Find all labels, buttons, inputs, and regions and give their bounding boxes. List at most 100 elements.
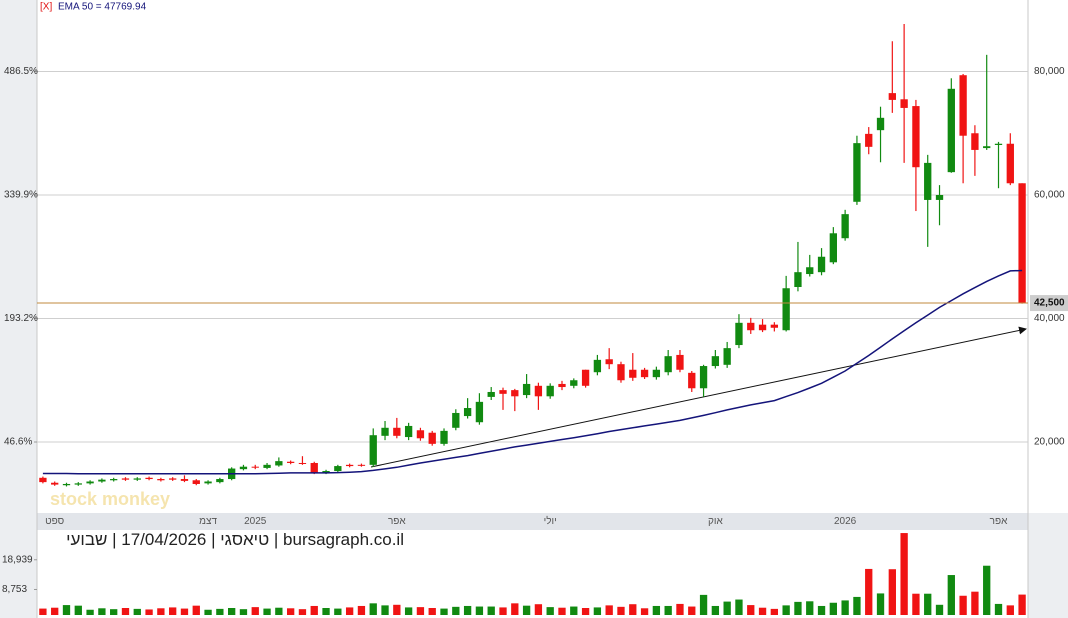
volume-bar (1018, 594, 1026, 615)
candle-body (180, 479, 189, 481)
volume-bar (121, 608, 130, 615)
candle-body (747, 322, 755, 331)
candle-body (817, 256, 826, 273)
volume-bar (876, 593, 885, 615)
candle-body (74, 483, 82, 485)
volume-bar (570, 606, 578, 615)
volume-bar (629, 604, 637, 615)
volume-bar (62, 605, 71, 615)
volume-bar (735, 599, 743, 615)
volume-bar (428, 608, 436, 615)
volume-bar (369, 603, 377, 615)
volume-bar (487, 606, 495, 615)
y-tick-label: 80,000 (1034, 66, 1065, 77)
candle-body (570, 380, 578, 386)
volume-bar (546, 607, 554, 615)
x-tick-label: דצמ (199, 516, 217, 527)
volume-tick-label: 8,753 (2, 584, 27, 595)
volume-bar (157, 608, 165, 615)
volume-bar (947, 575, 955, 615)
volume-bar (74, 605, 82, 615)
volume-bar (664, 605, 672, 615)
candle-body (499, 390, 507, 394)
price-line-label: 42,500 (1034, 298, 1065, 309)
candle-body (794, 272, 802, 288)
candle-body (983, 146, 991, 149)
candle-body (310, 462, 318, 473)
x-tick-label: יולי (544, 515, 557, 527)
volume-bar (393, 604, 401, 615)
candle-body (534, 385, 543, 397)
volume-bar (216, 608, 224, 615)
volume-bar (133, 608, 141, 615)
candle-body (546, 385, 554, 397)
volume-bar (888, 569, 896, 615)
candle-body (357, 464, 366, 466)
volume-bar (345, 607, 354, 615)
x-tick-label: אפר (990, 516, 1008, 527)
volume-bar (51, 607, 59, 615)
candle-body (511, 390, 519, 397)
volume-bar (782, 605, 790, 615)
volume-bar (452, 606, 460, 615)
y2-tick-label: 486.5% (4, 66, 38, 77)
candle-body (758, 324, 767, 331)
volume-bar (334, 608, 342, 615)
candle-body (381, 427, 389, 436)
candle-body (286, 461, 295, 463)
candle-body (699, 366, 708, 389)
date-strip (37, 513, 1028, 530)
volume-bar (416, 607, 425, 615)
candle-body (770, 324, 779, 328)
watermark: stock monkey (50, 489, 170, 509)
candle-body (322, 471, 330, 473)
volume-bar (204, 609, 212, 615)
candle-body (86, 481, 94, 484)
volume-bar (699, 594, 708, 615)
candle-body (263, 464, 271, 468)
trend-line (370, 326, 1027, 468)
candle-body (62, 483, 71, 486)
x-tick-label: 2025 (244, 516, 267, 527)
volume-bar (381, 605, 389, 615)
volume-bar (758, 607, 767, 615)
volume-bar (534, 604, 543, 615)
volume-bar (994, 603, 1003, 615)
volume-panel (37, 530, 1028, 618)
candle-body (640, 369, 649, 378)
volume-bar (110, 609, 118, 615)
candle-body (475, 401, 484, 423)
volume-bar (145, 609, 153, 615)
candle-body (298, 462, 307, 464)
volume-bar (404, 607, 413, 615)
candle-body (959, 75, 967, 136)
volume-bar (558, 607, 566, 615)
chart-header: bursagraph.co.il | טיאסגי | 17/04/2026 |… (66, 530, 404, 549)
candle-body (664, 356, 672, 373)
candle-body (393, 427, 401, 436)
volume-bar (935, 604, 944, 615)
price-panel (37, 0, 1028, 513)
candle-body (216, 479, 224, 483)
candle-body (192, 480, 200, 484)
volume-bar (723, 601, 731, 615)
volume-bar (86, 609, 94, 615)
candle-body (971, 133, 979, 150)
candle-body (345, 464, 354, 467)
volume-bar (605, 605, 613, 615)
candle-body (924, 162, 932, 200)
candle-body (829, 233, 837, 263)
volume-bar (286, 608, 295, 615)
volume-bar (924, 593, 932, 615)
y-tick-label: 40,000 (1034, 313, 1065, 324)
volume-bar (322, 608, 330, 615)
candle-body (121, 478, 130, 480)
volume-bar (463, 605, 472, 615)
volume-bar (263, 608, 271, 615)
candle-body (629, 369, 637, 378)
volume-bar (711, 605, 720, 615)
volume-bar (817, 605, 826, 615)
candle-body (133, 478, 141, 480)
candle-body (39, 477, 47, 483)
